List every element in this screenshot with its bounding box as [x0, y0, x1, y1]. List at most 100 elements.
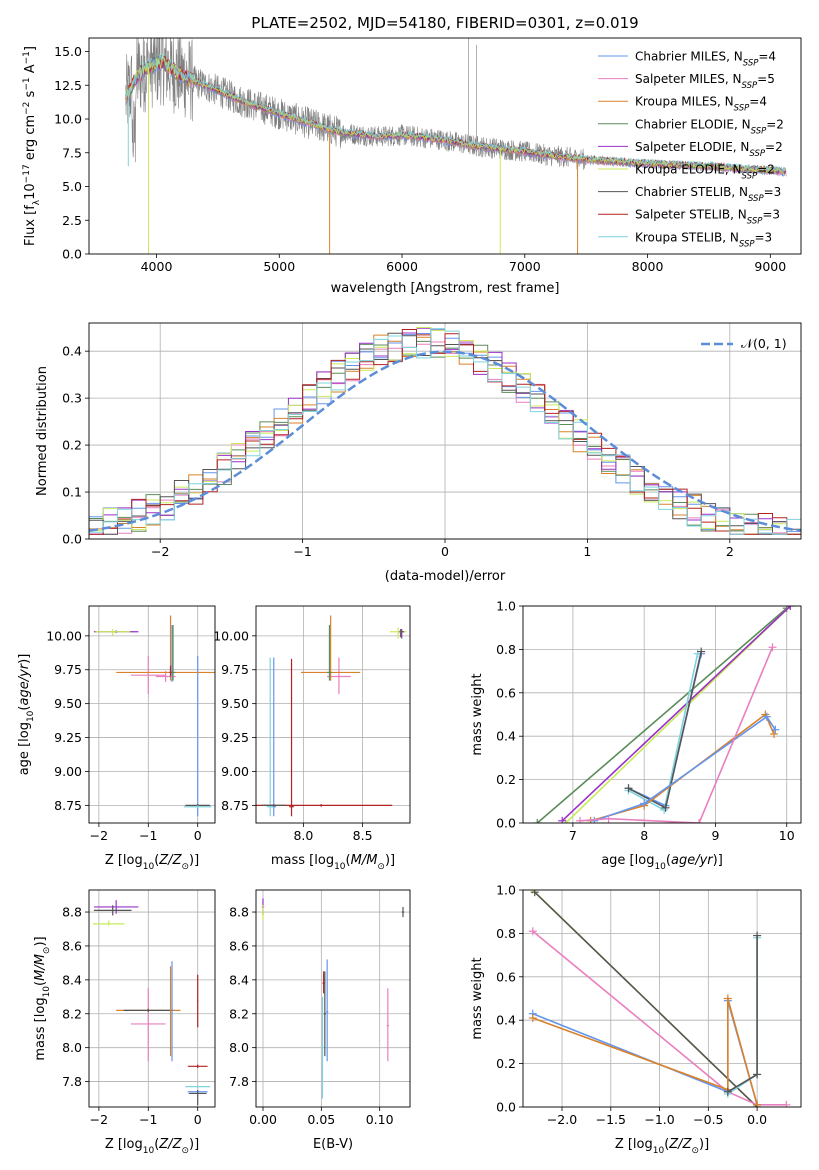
label-part: age/yr: [671, 853, 714, 868]
label-part: ⊙: [691, 1146, 699, 1156]
spectrum-lines: [125, 38, 787, 254]
y-tick-label: 9.50: [54, 696, 82, 711]
legend-label: Salpeter MILES, N: [635, 72, 742, 86]
y-tick-label: 10.00: [213, 628, 249, 643]
x-tick-label: 0: [194, 1112, 202, 1127]
label-part: 10: [42, 986, 52, 998]
y-tick-label: 9.25: [54, 730, 82, 745]
label-part: 10: [143, 862, 155, 872]
x-tick-label: 8: [640, 828, 648, 843]
errorbars: [261, 898, 405, 1099]
y-tick-label: 0.2: [496, 1056, 516, 1071]
x-tick-label: 6000: [386, 259, 418, 274]
errorbars: [92, 900, 211, 1106]
x-tick-label: 0.0: [747, 1112, 767, 1127]
legend-tail: =4: [758, 50, 776, 64]
legend-label: Salpeter STELIB, N: [635, 208, 747, 222]
y-tick-label: 8.4: [62, 972, 82, 987]
model-spectrum: [125, 53, 787, 174]
legend-entry: 𝒩(0, 1): [741, 336, 787, 351]
label-part: (: [346, 853, 351, 868]
label-part: 10: [23, 183, 38, 200]
y-tick-label: 0.0: [496, 1100, 516, 1115]
label-part: (: [666, 853, 671, 868]
label-part: )]: [189, 1137, 199, 1152]
x-axis-label: Z [log10(Z/Z⊙)]: [105, 853, 199, 872]
legend-entry: Kroupa ELODIE, NSSP=2: [635, 163, 775, 182]
label-part: (: [33, 981, 48, 986]
label-part: −17: [22, 164, 32, 183]
x-axis-label: Z [log10(Z/Z⊙)]: [615, 1137, 709, 1156]
x-tick-label: 7: [569, 828, 577, 843]
legend-sub: SSP: [734, 104, 750, 114]
legend-sub: SSP: [739, 239, 755, 249]
legend-entry: Salpeter ELODIE, NSSP=2: [635, 140, 783, 159]
label-part: )]: [17, 654, 32, 664]
y-tick-label: 9.00: [221, 764, 249, 779]
axes-frame: [88, 322, 802, 540]
y-tick-label: 8.75: [221, 798, 249, 813]
label-part: )]: [33, 936, 48, 946]
axes-frame: [88, 889, 216, 1108]
legend-label: Salpeter ELODIE, N: [635, 140, 749, 154]
histogram-series: [89, 329, 801, 539]
x-tick-label: 1: [583, 544, 591, 559]
legend-sub: SSP: [742, 81, 758, 91]
x-tick-label: 0: [441, 544, 449, 559]
label-part: Flux [f: [23, 205, 38, 246]
histograms: [89, 327, 801, 539]
y-tick-label: 0.2: [62, 438, 82, 453]
y-axis-label: age [log10(age/yr)]: [17, 654, 36, 776]
legend-tail: =2: [765, 140, 783, 154]
y-tick-label: 9.75: [54, 662, 82, 677]
x-axis-label: Z [log10(Z/Z⊙)]: [105, 1137, 199, 1156]
legend-label: Chabrier MILES, N: [635, 50, 743, 64]
x-tick-label: 0.10: [366, 1112, 394, 1127]
x-tick-label: −1.5: [596, 1112, 626, 1127]
y-tick-label: 0.8: [496, 926, 516, 941]
label-part: )]: [699, 1137, 709, 1152]
label-part: Z/Z: [668, 1137, 692, 1152]
axes-frame: [522, 889, 802, 1108]
x-axis-label: (data-model)/error: [385, 569, 506, 584]
legend-entry: Kroupa STELIB, NSSP=3: [635, 230, 772, 249]
y-tick-label: 2.5: [62, 213, 82, 228]
y-tick-label: 0.4: [496, 729, 516, 744]
legend-sub: SSP: [751, 126, 767, 136]
legend-label: Kroupa ELODIE, N: [635, 163, 742, 177]
label-part: age [log: [17, 722, 32, 775]
label-part: Z [log: [105, 1137, 143, 1152]
legend-tail: =3: [762, 208, 780, 222]
y-axis-label: mass weight: [470, 673, 485, 755]
weight-lines: [533, 606, 795, 823]
label-part: ⊙: [181, 862, 189, 872]
y-tick-label: 0.8: [496, 642, 516, 657]
x-tick-label: 9: [711, 828, 719, 843]
x-tick-label: −1: [139, 1112, 157, 1127]
errorbars: [256, 615, 407, 817]
x-tick-label: 0.00: [249, 1112, 277, 1127]
label-part: erg cm: [23, 115, 38, 164]
y-tick-label: 15.0: [54, 44, 82, 59]
x-tick-label: 8.5: [353, 828, 373, 843]
y-tick-label: 0.6: [496, 969, 516, 984]
gaussian-curve: [89, 350, 801, 533]
y-tick-label: 1.0: [496, 599, 516, 614]
weight-line: [594, 715, 776, 822]
label-part: )]: [385, 853, 395, 868]
label-part: age/yr: [17, 662, 32, 705]
label-part: 10: [334, 862, 346, 872]
y-tick-label: 0.3: [62, 391, 82, 406]
y-tick-label: 8.8: [62, 905, 82, 920]
y-tick-label: 1.0: [496, 883, 516, 898]
y-tick-label: 8.0: [229, 1040, 249, 1055]
legend-entry: Chabrier MILES, NSSP=4: [635, 50, 776, 69]
y-tick-label: 0.0: [496, 816, 516, 831]
label-part: (: [154, 853, 159, 868]
label-part: Z/Z: [158, 1137, 182, 1152]
legend-sub: SSP: [742, 172, 758, 182]
legend-label: Kroupa MILES, N: [635, 95, 734, 109]
y-axis-label: mass [log10(M/M⊙)]: [33, 936, 52, 1060]
y-tick-label: 8.0: [62, 1040, 82, 1055]
x-tick-label: −2.0: [547, 1112, 577, 1127]
